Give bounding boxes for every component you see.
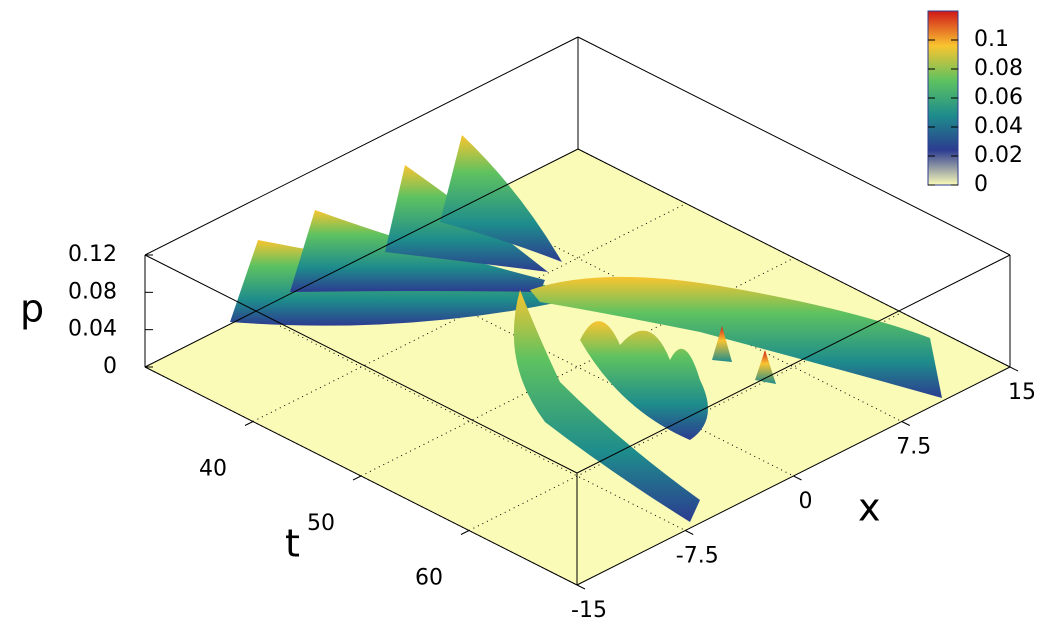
box-edge: [577, 148, 1011, 368]
y-tick: [1009, 366, 1019, 372]
colorbar-tick-label: 0.06: [974, 85, 1023, 110]
y-tick-label: 15: [1008, 380, 1036, 405]
x-tick-label: 60: [415, 566, 443, 591]
box-edge: [144, 254, 578, 474]
frame: [144, 36, 1019, 590]
surface: [230, 135, 942, 522]
z-tick-label: 0.08: [68, 279, 117, 304]
x-tick-label: 40: [199, 457, 227, 482]
y-tick: [901, 421, 910, 426]
x-tick: [244, 421, 254, 426]
x-tick: [352, 475, 362, 481]
y-tick-label: -7.5: [676, 544, 719, 569]
z-tick-label: 0.04: [68, 317, 117, 342]
z-tick-label: 0.12: [68, 242, 117, 267]
y-tick-label: -15: [571, 598, 607, 623]
colorbar-tick-label: 0.02: [974, 143, 1023, 168]
colorbar-tick-label: 0.08: [974, 56, 1023, 81]
box-edge: [144, 148, 579, 368]
colorbar-tick-label: 0: [974, 172, 988, 197]
y-tick-label: 0: [799, 489, 813, 514]
grid-line: [252, 203, 687, 422]
y-axis-label: x: [858, 486, 881, 530]
colorbar-tick-label: 0.04: [974, 114, 1023, 139]
grid-line: [468, 312, 903, 531]
grid-line: [360, 257, 795, 477]
y-tick: [576, 584, 586, 590]
box-edge: [144, 36, 579, 256]
box-edge: [576, 254, 1011, 474]
box-edge: [577, 36, 1011, 256]
colorbar-tick-label: 0.1: [974, 27, 1009, 52]
y-tick: [685, 530, 694, 535]
y-tick-label: 7.5: [896, 435, 931, 460]
x-tick: [460, 530, 470, 535]
grid-line: [253, 312, 686, 531]
x-tick-label: 50: [307, 511, 335, 536]
z-axis-label: p: [20, 287, 44, 331]
z-tick-label: 0: [103, 354, 117, 379]
y-tick: [793, 475, 802, 481]
x-axis-label: t: [285, 522, 300, 566]
